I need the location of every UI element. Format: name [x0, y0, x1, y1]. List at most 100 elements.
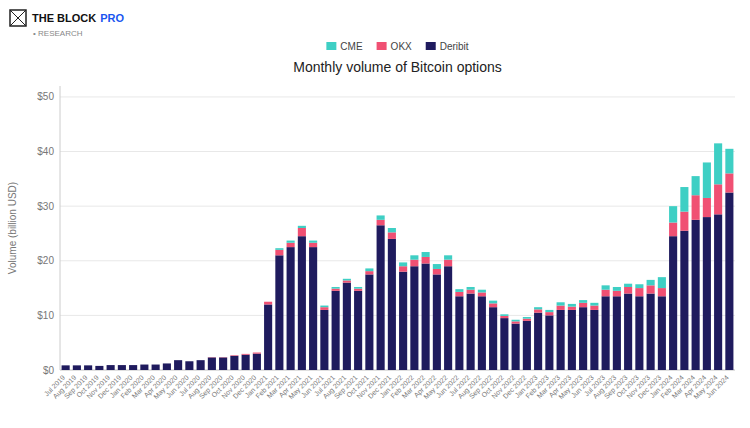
bar-segment: [399, 272, 407, 370]
legend: CMEOKXDeribit: [326, 41, 468, 52]
bar-segment: [95, 366, 103, 370]
grid-line: [60, 151, 735, 152]
bar-segment: [444, 260, 452, 267]
bar-segment: [264, 304, 272, 370]
bar-segment: [422, 264, 430, 371]
bar-segment: [545, 315, 553, 370]
x-tick-label: Jun 2024: [705, 374, 730, 399]
annotation: THE BLOCK: [32, 12, 96, 24]
bar-segment: [613, 291, 621, 296]
bar-segment: [118, 365, 126, 366]
bar-segment: [377, 225, 385, 370]
bar-segment: [163, 363, 171, 364]
bar-segment: [568, 310, 576, 370]
bar-segment: [635, 296, 643, 370]
bar-segment: [174, 360, 182, 361]
bar-segment: [647, 294, 655, 370]
bar-segment: [73, 365, 81, 366]
bar-segment: [613, 287, 621, 291]
bar-segment: [219, 357, 227, 358]
y-tick-label: $40: [37, 146, 54, 157]
y-tick-label: $0: [43, 365, 55, 376]
series: [62, 193, 734, 371]
bar-segment: [703, 162, 711, 198]
bar-segment: [174, 360, 182, 370]
bar-segment: [410, 266, 418, 370]
bar-segment: [399, 262, 407, 266]
bar-segment: [523, 319, 531, 321]
background: [0, 0, 750, 428]
bar-segment: [129, 365, 137, 366]
bar-segment: [512, 324, 520, 370]
bar-segment: [658, 277, 666, 288]
bar-segment: [219, 357, 227, 358]
logo-icon: [10, 10, 26, 26]
y-tick-label: $20: [37, 255, 54, 266]
bar-segment: [275, 248, 283, 250]
bar-segment: [500, 314, 508, 316]
bar-segment: [489, 301, 497, 304]
bar-segment: [624, 287, 632, 294]
bar-segment: [208, 357, 216, 370]
bar-segment: [354, 289, 362, 291]
bar-segment: [107, 365, 115, 366]
bar-segment: [579, 307, 587, 370]
legend-label: OKX: [391, 41, 412, 52]
bar-segment: [624, 284, 632, 287]
bar-segment: [129, 365, 137, 366]
series: [208, 173, 734, 357]
bar-segment: [658, 288, 666, 296]
bar-segment: [253, 352, 261, 353]
bar-segment: [320, 310, 328, 370]
annotation: • RESEARCH: [33, 29, 83, 38]
bar-segment: [692, 176, 700, 195]
bar-segment: [152, 365, 160, 370]
bar-segment: [107, 365, 115, 366]
bar-segment: [264, 302, 272, 305]
bar-segment: [332, 287, 340, 289]
y-tick-label: $50: [37, 91, 54, 102]
bar-segment: [635, 288, 643, 296]
bar-segment: [298, 236, 306, 370]
bar-segment: [242, 355, 250, 370]
bar-segment: [590, 310, 598, 370]
bar-segment: [602, 285, 610, 289]
bar-segment: [478, 292, 486, 296]
bar-segment: [444, 266, 452, 370]
bar-segment: [230, 356, 238, 370]
bars: [62, 143, 734, 370]
bar-segment: [410, 260, 418, 267]
bar-segment: [185, 361, 193, 362]
legend-label: CME: [340, 41, 363, 52]
bar-segment: [579, 303, 587, 307]
bar-segment: [568, 307, 576, 310]
bar-segment: [253, 354, 261, 370]
bar-segment: [242, 353, 250, 354]
logo-icon: [10, 10, 26, 26]
bar-segment: [62, 365, 70, 366]
bar-segment: [692, 220, 700, 370]
bar-segment: [298, 226, 306, 228]
bar-segment: [230, 355, 238, 357]
y-tick-label: $10: [37, 310, 54, 321]
bar-segment: [590, 303, 598, 306]
bar-segment: [467, 294, 475, 370]
bar-segment: [455, 289, 463, 292]
bar-segment: [500, 318, 508, 370]
bar-segment: [489, 307, 497, 370]
bar-segment: [129, 365, 137, 370]
title: Monthly volume of Bitcoin options: [293, 59, 502, 75]
bar-segment: [557, 310, 565, 370]
bar-segment: [343, 280, 351, 282]
bar-segment: [174, 360, 182, 361]
bar-segment: [725, 193, 733, 371]
bar-segment: [287, 247, 295, 370]
bar-segment: [422, 257, 430, 264]
bar-segment: [275, 255, 283, 370]
bar-segment: [557, 302, 565, 305]
bar-segment: [602, 296, 610, 370]
bar-segment: [140, 365, 148, 370]
bar-segment: [478, 290, 486, 293]
bar-segment: [95, 365, 103, 366]
bar-segment: [73, 365, 81, 370]
